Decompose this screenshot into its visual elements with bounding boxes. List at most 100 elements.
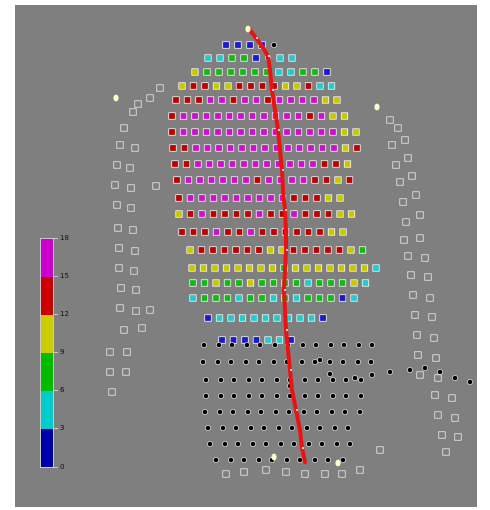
electrode [306,112,314,120]
electrode [222,41,230,49]
marker-point[interactable] [245,25,251,33]
electrode [204,314,212,322]
electrode [179,128,188,136]
electrode-dot [312,359,318,365]
electrode-dot [358,377,364,383]
electrode [206,96,215,104]
electrode [198,210,206,218]
electrode [327,279,335,287]
marker-point[interactable] [113,94,119,102]
electrode [230,176,239,184]
electrode-dot [220,425,226,431]
electrode [126,164,134,172]
electrode [191,68,199,76]
electrode-dot [297,457,303,463]
electrode [408,172,416,180]
electrode [293,82,301,90]
electrode [106,348,114,356]
marker-point[interactable] [335,459,341,467]
electrode [108,388,116,396]
electrode [168,112,176,120]
electrode [261,314,270,322]
electrode-dot [302,393,308,399]
electrode [309,160,317,168]
electrode [392,161,400,169]
electrode [336,194,344,202]
electrode [246,41,254,49]
electrode-dot [248,425,254,431]
electrode [116,304,124,312]
electrode [247,228,255,236]
electrode [222,264,231,272]
electrode [321,470,329,478]
trace-sample [285,328,289,332]
electrode [416,234,424,242]
electrode [127,184,135,192]
electrode [232,246,240,254]
electrode [227,68,235,76]
electrode [247,82,255,90]
electrode [229,96,238,104]
electrode [228,54,236,62]
trace-sample [277,128,281,132]
electrode [255,194,264,202]
electrode [186,246,194,254]
electrode [340,112,349,120]
electrode-dot [215,359,221,365]
electrode [339,228,347,236]
electrode [217,160,225,168]
electrode [182,160,191,168]
electrode-dot [261,425,267,431]
electrode [113,201,121,209]
viewer-canvas[interactable] [15,5,477,507]
electrode [297,160,306,168]
electrode [327,228,336,236]
electrode [341,144,350,152]
marker-point[interactable] [271,453,277,461]
red-trace [248,28,307,464]
electrode-dot [217,409,223,415]
colorbar-tick [54,238,58,239]
electrode [292,279,301,287]
electrode [204,54,212,62]
colorbar-tick [54,428,58,429]
electrode [146,306,154,314]
electrode [207,176,216,184]
electrode-dot [345,425,351,431]
electrode [293,228,301,236]
electrode [240,160,248,168]
electrode [286,160,294,168]
electrode [292,294,301,302]
trace-sample [271,88,275,92]
electrode [347,246,355,254]
electrode [276,54,284,62]
electrode [334,176,342,184]
electrode [431,391,439,399]
electrode [294,112,303,120]
electrode-dot [327,371,333,377]
electrode [314,264,323,272]
electrode [324,210,333,218]
electrode [329,112,337,120]
electrode [451,414,459,422]
marker-point[interactable] [374,103,380,111]
electrode [244,194,252,202]
electrode [318,144,327,152]
electrode [120,326,128,334]
electrode [172,96,180,104]
electrode [244,210,252,218]
electrode [281,82,290,90]
electrode [311,68,319,76]
electrode [315,294,324,302]
electrode [428,313,436,321]
electrode [338,470,346,478]
electrode [195,96,203,104]
electrode-dot [357,409,363,415]
electrode [122,368,130,376]
electrode [258,228,267,236]
electrode-dot [229,342,235,348]
electrode [223,294,232,302]
electrode [401,136,409,144]
electrode [180,144,189,152]
electrode [212,228,221,236]
